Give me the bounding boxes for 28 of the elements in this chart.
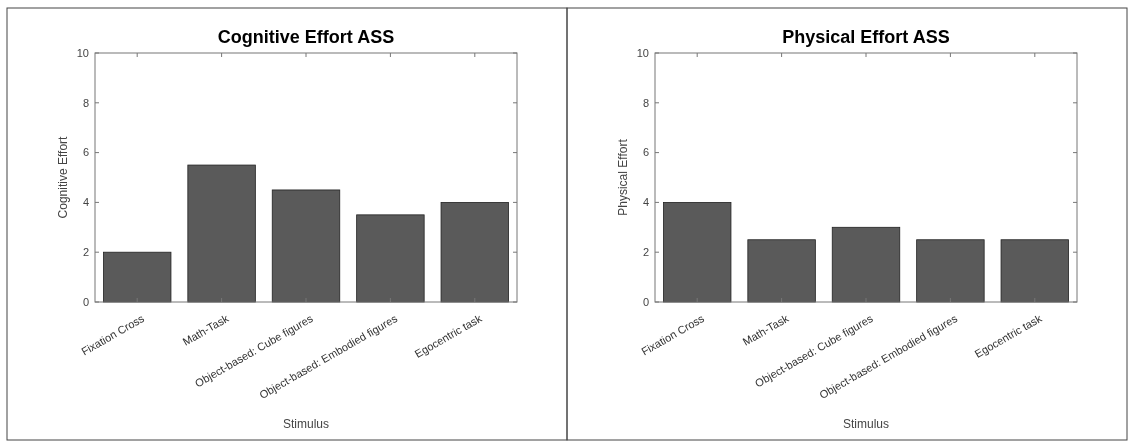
bar — [187, 164, 256, 303]
y-tick-label: 8 — [82, 96, 89, 109]
y-axis-title: Cognitive Effort — [56, 135, 70, 219]
y-tick-label: 4 — [82, 196, 89, 209]
y-tick-label: 2 — [82, 246, 89, 259]
bar — [356, 214, 425, 303]
y-tick-label: 6 — [82, 146, 89, 159]
bar — [663, 202, 732, 303]
y-tick-label: 10 — [76, 46, 89, 59]
y-tick-label: 8 — [642, 96, 649, 109]
x-axis-title: Stimulus — [842, 417, 890, 431]
bar — [831, 226, 901, 303]
bar — [271, 189, 341, 303]
y-tick-label: 10 — [636, 46, 649, 59]
y-tick-label: 4 — [642, 196, 649, 209]
y-tick-label: 6 — [642, 146, 649, 159]
y-tick-label: 2 — [642, 246, 649, 259]
bar — [440, 202, 509, 303]
bar — [916, 239, 985, 303]
bar — [747, 239, 816, 303]
bar — [1000, 239, 1069, 303]
y-axis-title: Physical Effort — [616, 138, 630, 216]
y-tick-label: 0 — [642, 295, 649, 308]
x-axis-title: Stimulus — [282, 417, 330, 431]
bar — [103, 251, 172, 303]
chart-title: Physical Effort ASS — [782, 27, 950, 47]
y-tick-label: 0 — [82, 295, 89, 308]
chart-title: Cognitive Effort ASS — [217, 27, 395, 47]
